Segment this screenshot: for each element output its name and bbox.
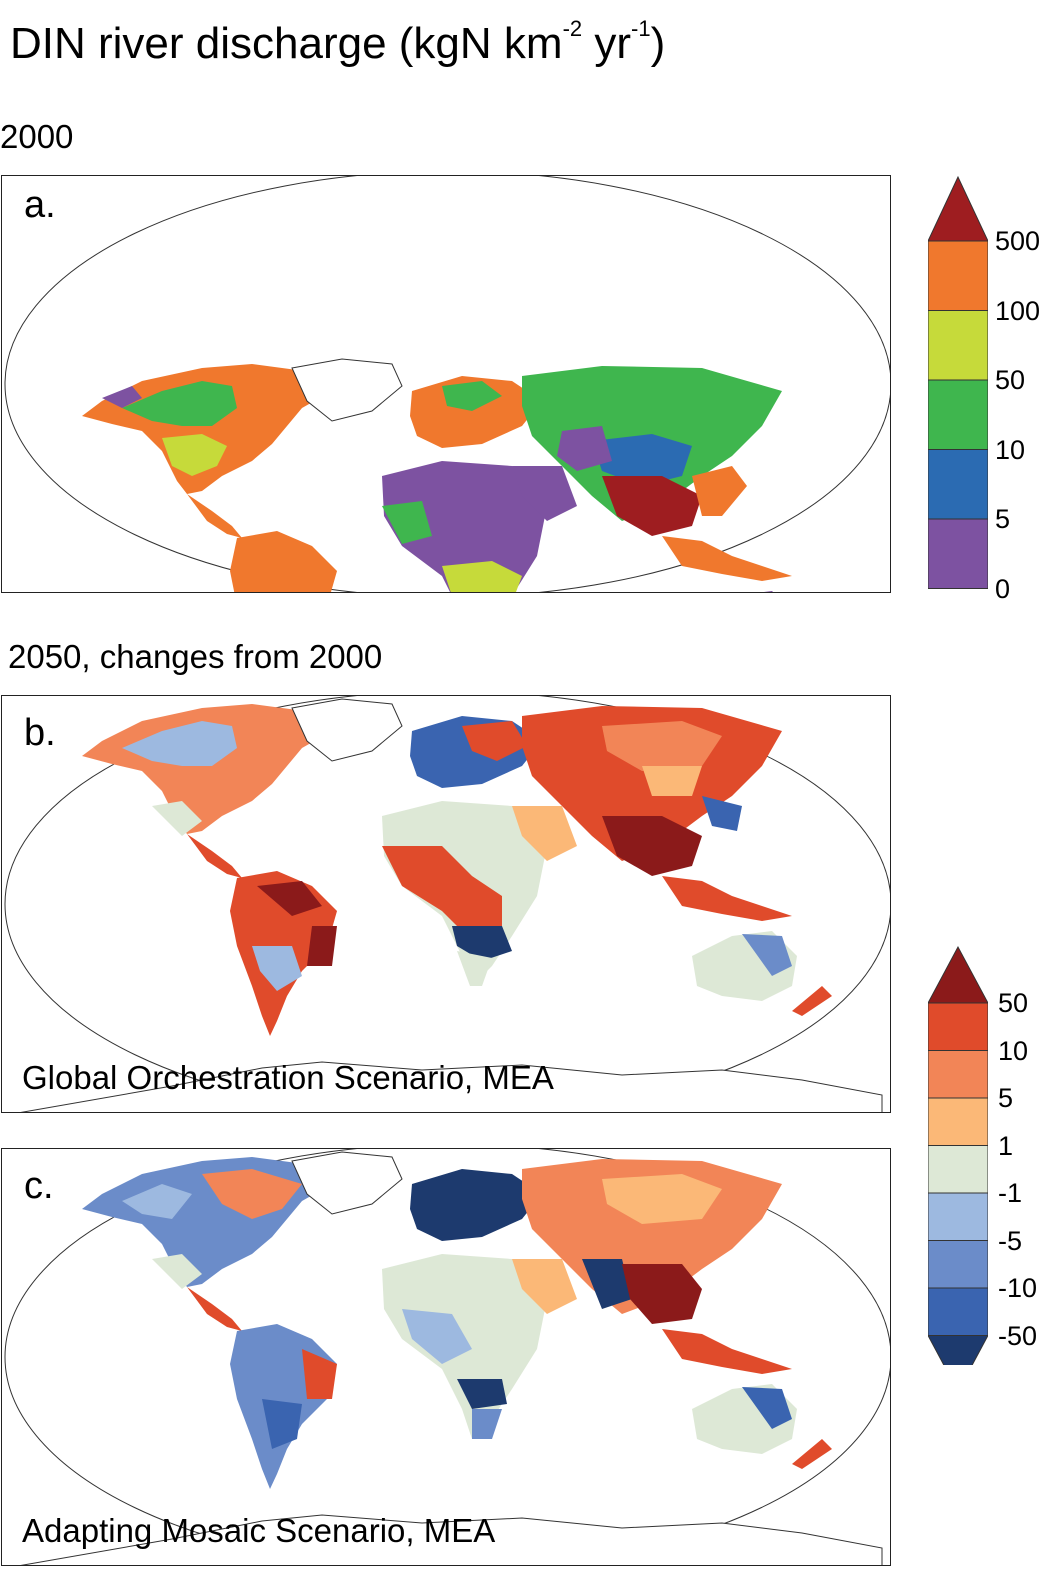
region-north-america bbox=[82, 364, 342, 494]
section-label-2050: 2050, changes from 2000 bbox=[8, 638, 383, 675]
map-panel-c: c. Adapting Mosaic Scenario, MEA bbox=[1, 1148, 891, 1566]
colorbar-2000-swatch bbox=[927, 240, 989, 311]
colorbar-change-tick-label: -5 bbox=[998, 1225, 1023, 1256]
colorbar-change-swatch bbox=[927, 1192, 989, 1241]
colorbar-change bbox=[927, 945, 989, 1393]
colorbar-change-tick-label: 10 bbox=[998, 1035, 1029, 1066]
colorbar-change-arrow-bottom bbox=[927, 1335, 989, 1393]
colorbar-change-swatch bbox=[927, 1002, 989, 1051]
colorbar-2000-swatch bbox=[927, 518, 989, 589]
colorbar-change-tick-label: 50 bbox=[998, 988, 1029, 1018]
section-label-2000: 2000 bbox=[0, 118, 74, 155]
colorbar-2000-swatch bbox=[927, 449, 989, 520]
world-map-c bbox=[4, 1149, 890, 1565]
world-map-b bbox=[4, 696, 890, 1112]
figure-title: DIN river discharge (kgN km-2 yr-1) bbox=[10, 16, 666, 68]
colorbar-change-tick-label: 5 bbox=[998, 1083, 1014, 1113]
region-south-america bbox=[230, 531, 337, 592]
colorbar-2000-tick-label: 5 bbox=[995, 504, 1011, 534]
colorbar-change-swatch bbox=[927, 1097, 989, 1146]
scenario-label-b: Global Orchestration Scenario, MEA bbox=[22, 1059, 554, 1096]
colorbar-change-tick-label: 1 bbox=[998, 1130, 1014, 1161]
region-australia bbox=[764, 591, 773, 592]
colorbar-change-arrow-top bbox=[927, 945, 989, 1004]
panel-label-b: b. bbox=[24, 712, 56, 754]
region-greenland bbox=[291, 358, 403, 422]
colorbar-2000-swatch bbox=[927, 310, 989, 381]
map-panel-b: b. Global Orchestration Scenario, MEA bbox=[1, 695, 891, 1113]
scenario-label-c: Adapting Mosaic Scenario, MEA bbox=[22, 1512, 496, 1549]
colorbar-2000-tick-label: 0 bbox=[995, 573, 1011, 604]
colorbar-change-swatch bbox=[927, 1287, 989, 1336]
colorbar-change-swatch bbox=[927, 1145, 989, 1194]
panel-label-a: a. bbox=[24, 184, 56, 226]
colorbar-2000-arrow-top bbox=[927, 175, 989, 242]
colorbar-change-tick-label: -10 bbox=[998, 1273, 1038, 1303]
colorbar-2000 bbox=[927, 175, 989, 595]
panel-label-c: c. bbox=[24, 1165, 54, 1207]
colorbar-change-tick-label: -50 bbox=[998, 1320, 1038, 1351]
colorbar-2000-tick-label: 10 bbox=[995, 434, 1026, 465]
colorbar-2000-tick-label: 100 bbox=[995, 295, 1041, 326]
colorbar-change-tick-label: -1 bbox=[998, 1178, 1023, 1208]
colorbar-change-swatch bbox=[927, 1240, 989, 1289]
region-europe bbox=[410, 376, 542, 448]
colorbar-2000-tick-label: 50 bbox=[995, 365, 1026, 395]
colorbar-2000-tick-label: 500 bbox=[995, 226, 1041, 256]
colorbar-change-swatch bbox=[927, 1050, 989, 1099]
colorbar-2000-swatch bbox=[927, 379, 989, 450]
region-africa bbox=[382, 461, 547, 592]
map-panel-a: a. bbox=[1, 175, 891, 593]
world-map-a bbox=[4, 176, 890, 592]
